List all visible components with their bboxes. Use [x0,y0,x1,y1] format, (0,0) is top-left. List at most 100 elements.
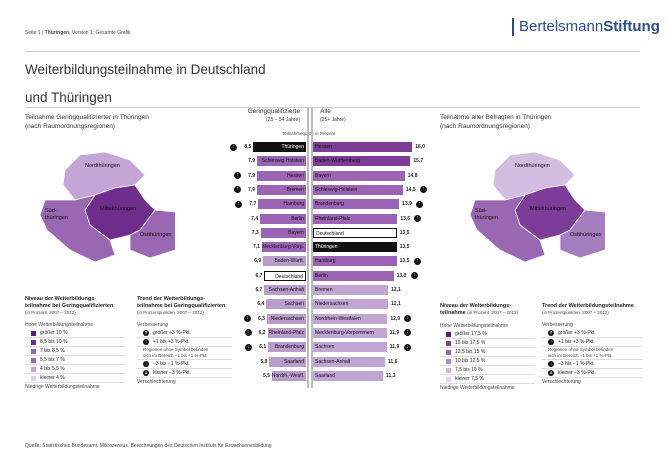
left-map-heading: Teilnahme Geringqualifizierter in Thürin… [25,114,149,130]
legend-label: 12,5 bis 15 % [455,348,486,355]
bar-value: 7,9 [248,186,256,193]
bar-value: 7,9 [248,158,256,165]
trend-strong-down-icon: ⇊ [548,370,554,376]
bar-value: 13,0 [396,272,407,279]
bar-geringqualifizierte: Deutschland [264,270,306,281]
bar-geringqualifizierte: Rheinland-Pfalz [267,327,306,338]
bar-value: 6,7 [255,272,263,279]
trend-up-icon: ↑ [143,339,149,345]
bar-value: 14,8 [407,172,418,179]
bar-geringqualifizierte: Nordrh.-Westf. [271,370,306,381]
source-note: Quelle: Statistisches Bundesamt, Mikroze… [25,443,272,449]
bar-value: 11,9 [389,344,400,351]
legend-label: 4 bis 5,5 % [40,365,65,372]
bar-geringqualifizierte: Brandenburg [268,342,306,353]
right-thuringia-map: Nordthüringen Mittelthüringen Süd-thüringe… [469,151,605,263]
left-thuringia-map: Nordthüringen Mittelthüringen Süd-thüringe… [39,151,175,263]
legend-swatch [31,375,36,381]
trend-down-icon: ↓ [245,343,253,351]
bar-value: 12,0 [390,315,401,322]
legend-swatch [31,339,36,345]
legend-label: 7 bis 8,5 % [40,347,65,354]
bar-geringqualifizierte: Sachsen-Anhalt [264,285,306,295]
trend-up-icon: ↑ [235,200,243,208]
bar-geringqualifizierte: Niedersachsen [266,313,306,324]
trend-down-icon: ↓ [403,343,411,351]
legend-label: größer 17,5 % [455,330,487,337]
bar-alle: Sachsen-Anhalt [313,356,385,367]
legend-label: kleiner 4 % [40,374,65,381]
legend-swatch [446,340,451,346]
axis-line-right [311,108,313,388]
legend-item: 7 bis 8,5 % [25,347,125,356]
legend-item: 12,5 bis 15 % [440,348,535,357]
bertelsmann-logo: BertelsmannStiftung [512,18,660,36]
legend-item: größer 17,5 % [440,330,535,339]
map-region-2 [39,194,116,263]
bar-alle: Brandenburg [313,199,400,210]
bar-value: 6,7 [255,287,263,293]
page-number: Seite 1 [25,30,41,36]
legend-label: 10 bis 12,5 % [455,357,486,364]
legend-label: größer 10 % [40,329,68,336]
bar-geringqualifizierte: Thüringen [253,142,306,152]
bar-value: 15,7 [413,158,424,165]
bar-value: 11,9 [389,329,400,336]
trend-up-icon: ↑ [413,257,421,265]
state-name: Thüringen [44,30,70,36]
bar-alle: Schleswig-Holstein [313,184,403,195]
trend-down-icon: ↓ [244,329,252,337]
bar-alle: Sachsen [313,342,387,353]
map-region-label: Nordthüringen [85,163,120,169]
bar-geringqualifizierte: Bayern [260,227,306,238]
trend-strong-up-icon: ⇈ [548,330,554,336]
bar-alle: Hamburg [313,256,397,267]
trend-up-icon: ↑ [410,272,418,280]
bar-value: 13,9 [402,201,412,208]
bar-alle: Niedersachsen [313,299,389,310]
bar-alle: Baden-Württemberg [313,156,411,167]
trend-up-icon: ↑ [230,143,238,151]
bar-geringqualifizierte: Mecklenburg-Vorp. [261,242,306,253]
bar-value: 6,3 [257,315,265,322]
legend-item: 7,5 bis 10 % [440,366,535,375]
left-trend-legend: Trend der Weiterbildungs-teilnahme bei G… [137,296,232,386]
bar-geringqualifizierte: Baden-Württ. [263,256,306,267]
trend-up-icon: ↑ [414,215,422,222]
map-region-3 [129,209,175,259]
bar-value: 11,3 [386,372,396,379]
bar-alle: Mecklenburg-Vorpommern [313,327,387,338]
bar-value: 6,9 [254,258,262,265]
divider [25,107,640,108]
trend-up-icon: ↑ [234,172,242,180]
trend-down-icon: ↓ [404,315,412,323]
map-region-label: Ostthüringen [570,232,602,238]
legend-item: kleiner 7,5 % [440,375,535,384]
bar-value: 12,1 [391,287,401,293]
bar-value: 7,9 [248,172,256,179]
legend-label: 5,5 bis 7 % [40,356,65,363]
legend-item: 10 bis 12,5 % [440,357,535,366]
trend-up-icon: ↑ [416,200,424,208]
right-trend-legend: Trend der Weiterbildungsteilnahme (in Pr… [542,303,642,386]
bar-geringqualifizierte: Berlin [260,213,306,224]
bar-value: 14,5 [405,186,416,193]
bar-alle: Thüringen [313,242,397,253]
trend-up-icon: ↑ [419,186,427,194]
legend-item: größer 10 % [25,329,125,338]
map-region-label: Süd- [45,208,57,214]
bar-geringqualifizierte: Hamburg [258,199,306,210]
bar-value: 13,5 [399,258,410,265]
map-region-label: Mittelthüringen [530,206,566,212]
legend-item: 5,5 bis 7 % [25,356,125,365]
bar-value: 6,1 [259,344,267,351]
divider [25,51,640,52]
left-level-legend: Niveau der Weiterbildungs-teilnahme bei … [25,296,125,391]
legend-swatch [446,358,451,364]
bar-value: 12,1 [391,301,401,308]
bar-value: 13,6 [400,215,411,222]
bar-value: 6,4 [257,301,265,308]
right-level-legend: Niveau der Weiterbildungs-teilnahme (in … [440,303,535,392]
legend-item: 4 bis 5,5 % [25,365,125,374]
